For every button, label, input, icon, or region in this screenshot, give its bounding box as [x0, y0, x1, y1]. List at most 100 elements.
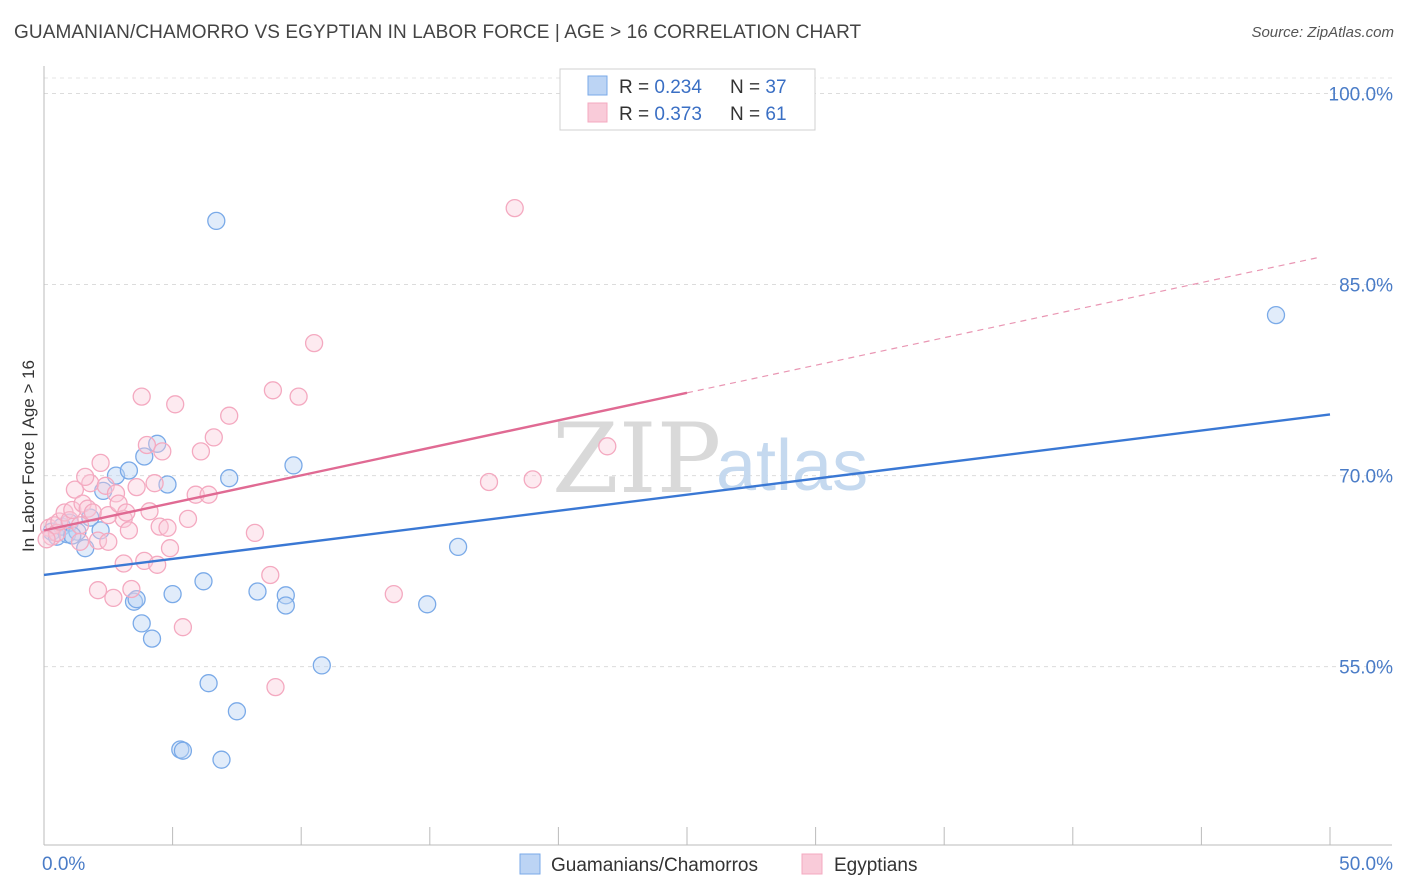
egyptian-point-18	[96, 476, 115, 495]
y-tick-label-0: 100.0%	[1329, 84, 1394, 105]
egyptian-point-17	[91, 453, 110, 473]
guamanian-point-11	[119, 461, 139, 480]
svg-text:R = 0.234: R = 0.234	[619, 77, 702, 98]
y-axis-label: In Labor Force | Age > 16	[19, 360, 38, 552]
trend-lines	[43, 257, 1331, 577]
svg-text:N = 37: N = 37	[730, 77, 787, 98]
x-tick-label-0: 0.0%	[42, 854, 85, 875]
legend-n-value-2: 61	[765, 104, 786, 125]
egyptian-point-40	[166, 395, 185, 414]
bottom-legend: Guamanians/Chamorros Egyptians	[519, 853, 917, 876]
egyptian-point-52	[289, 387, 308, 406]
y-tick-label-1: 85.0%	[1339, 276, 1393, 297]
egyptian-point-38	[158, 518, 177, 537]
egyptian-point-55	[479, 472, 499, 492]
egyptian-point-53	[304, 333, 324, 353]
egyptian-point-7	[63, 500, 82, 520]
y-tick-label-2: 70.0%	[1339, 467, 1393, 488]
legend-swatch-guamanian	[587, 75, 608, 96]
guamanian-trend-line	[43, 413, 1331, 577]
legend-swatch-egyptian	[587, 102, 608, 123]
guamanian-point-25	[212, 750, 231, 769]
legend-r-label-2: R =	[619, 104, 654, 125]
guamanian-point-27	[227, 702, 247, 721]
guamanian-point-16	[142, 629, 162, 648]
guamanian-point-29	[276, 586, 295, 605]
svg-text:N = 61: N = 61	[730, 104, 787, 125]
y-tick-labels: 100.0% 85.0% 70.0% 55.0%	[1329, 84, 1394, 678]
x-tick-label-1: 50.0%	[1339, 854, 1393, 875]
watermark-atlas: atlas	[716, 426, 868, 506]
legend-n-value-1: 37	[765, 77, 786, 98]
guamanian-point-34	[448, 537, 468, 557]
egyptian-point-59	[37, 530, 56, 549]
axes	[43, 66, 1392, 846]
bottom-legend-swatch-egyptian	[801, 853, 823, 875]
egyptian-point-42	[178, 509, 198, 529]
guamanian-point-13	[127, 590, 146, 609]
egyptian-point-10	[70, 532, 90, 551]
egyptian-point-50	[263, 381, 283, 400]
y-tick-label-3: 55.0%	[1339, 658, 1393, 679]
guamanian-point-23	[199, 674, 218, 693]
egyptian-point-39	[160, 539, 180, 558]
egyptian-point-51	[266, 677, 285, 697]
egyptian-point-32	[137, 435, 157, 455]
x-tick-labels: 0.0% 50.0%	[42, 854, 1393, 875]
egyptian-point-34	[145, 474, 164, 493]
guamanian-point-24	[207, 211, 226, 231]
watermark-zip: ZIP	[552, 403, 721, 515]
guamanian-point-14	[132, 614, 151, 633]
guamanian-point-19	[163, 584, 182, 604]
svg-text:R = 0.373: R = 0.373	[619, 104, 702, 125]
egyptian-point-58	[598, 437, 617, 456]
egyptian-trend-line	[43, 391, 688, 532]
egyptian-point-27	[119, 521, 139, 540]
guamanian-point-22	[194, 572, 213, 591]
legend: R = 0.234 N = 37 R = 0.373 N = 61	[559, 68, 816, 131]
egyptian-point-9	[70, 516, 90, 535]
chart-source: Source: ZipAtlas.com	[1251, 24, 1394, 41]
guamanian-point-28	[248, 582, 267, 601]
guamanian-point-21	[173, 741, 193, 760]
guamanian-point-35	[1266, 305, 1286, 325]
egyptian-point-28	[122, 579, 141, 599]
guamanian-point-15	[135, 447, 154, 466]
guamanian-point-31	[284, 456, 303, 475]
egyptian-point-47	[220, 406, 239, 425]
egyptian-point-57	[523, 470, 542, 489]
guamanian-point-26	[220, 469, 239, 488]
egyptian-point-54	[384, 584, 403, 604]
guamanian-point-33	[418, 595, 437, 614]
legend-n-label-1: N =	[730, 77, 765, 98]
egyptian-point-60	[76, 467, 95, 487]
egyptian-point-48	[245, 523, 265, 543]
egyptian-point-16	[88, 581, 108, 600]
egyptian-point-35	[148, 555, 167, 574]
egyptian-point-8	[65, 480, 85, 499]
egyptian-point-21	[104, 588, 123, 608]
egyptian-point-37	[153, 442, 172, 461]
grid-lines	[44, 77, 1392, 668]
egyptian-point-56	[505, 198, 524, 218]
egyptian-point-44	[191, 442, 211, 461]
legend-r-value-2: 0.373	[654, 104, 702, 125]
egyptian-point-20	[99, 532, 118, 551]
egyptian-point-30	[132, 387, 151, 406]
legend-r-label-1: R =	[619, 77, 654, 98]
guamanian-point-32	[312, 656, 331, 675]
bottom-legend-label-guamanian: Guamanians/Chamorros	[551, 855, 758, 876]
egyptian-point-29	[127, 477, 146, 497]
guamanian-point-30	[276, 596, 295, 615]
egyptian-point-46	[204, 428, 223, 447]
egyptian-trend-extension	[686, 257, 1318, 394]
egyptian-point-49	[261, 565, 280, 585]
legend-r-value-1: 0.234	[654, 77, 702, 98]
legend-n-label-2: N =	[730, 104, 765, 125]
chart-title: GUAMANIAN/CHAMORRO VS EGYPTIAN IN LABOR …	[14, 22, 862, 43]
bottom-legend-label-egyptian: Egyptians	[834, 855, 917, 876]
bottom-legend-swatch-guamanian	[519, 853, 541, 875]
watermark: ZIP atlas	[552, 403, 868, 515]
egyptian-point-41	[173, 618, 193, 637]
